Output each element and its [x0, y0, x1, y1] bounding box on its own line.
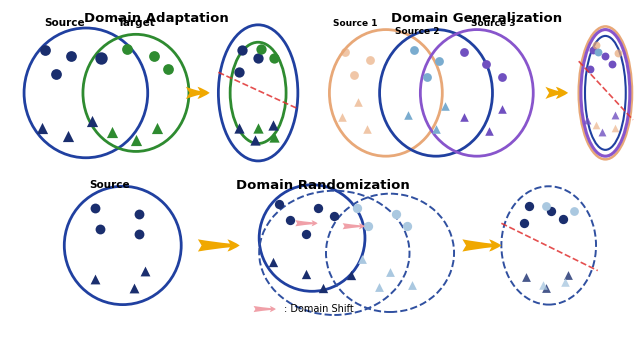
Point [256, 46, 266, 51]
Point [152, 125, 162, 130]
Point [547, 209, 557, 214]
Point [431, 127, 441, 132]
Point [329, 213, 339, 219]
Point [134, 231, 145, 236]
Point [610, 112, 620, 118]
Point [584, 66, 595, 72]
Text: Source: Source [90, 180, 130, 190]
Point [268, 259, 278, 265]
Point [385, 269, 395, 275]
Point [131, 138, 141, 143]
Point [541, 203, 551, 208]
Point [390, 212, 401, 217]
Point [269, 55, 280, 61]
Point [357, 256, 367, 261]
Point [163, 66, 173, 72]
Text: Source 1: Source 1 [333, 19, 377, 29]
Point [518, 221, 529, 226]
Point [407, 283, 417, 288]
Point [351, 206, 362, 211]
Point [459, 114, 469, 119]
Point [312, 206, 323, 211]
Point [440, 103, 451, 108]
Point [90, 277, 100, 282]
Point [581, 117, 591, 122]
Point [560, 280, 570, 285]
Point [95, 55, 106, 61]
Point [285, 217, 295, 223]
Point [108, 130, 118, 135]
Point [318, 286, 328, 291]
Point [484, 128, 495, 133]
Point [541, 286, 551, 291]
Point [422, 74, 432, 80]
Point [591, 122, 601, 127]
Point [253, 125, 263, 130]
Point [337, 114, 347, 119]
Point [409, 47, 419, 53]
Point [353, 100, 363, 105]
Text: Source 2: Source 2 [396, 27, 440, 36]
Point [403, 112, 413, 118]
Point [591, 43, 601, 48]
Point [374, 284, 384, 290]
Point [268, 122, 278, 127]
Point [563, 272, 573, 278]
Point [522, 274, 532, 279]
Point [613, 51, 623, 56]
Point [301, 271, 312, 276]
Point [51, 71, 61, 77]
Point [148, 54, 159, 59]
Text: Target: Target [118, 19, 156, 29]
Text: Source: Source [45, 19, 85, 29]
Text: Domain Adaptation: Domain Adaptation [84, 12, 229, 25]
Point [253, 55, 263, 61]
Point [66, 54, 76, 59]
Point [234, 125, 244, 130]
Point [273, 201, 284, 207]
Point [524, 203, 534, 208]
Point [362, 127, 372, 132]
Point [481, 62, 492, 67]
Text: Domain Randomization: Domain Randomization [236, 179, 410, 192]
Point [600, 54, 611, 59]
Point [63, 133, 74, 138]
Point [538, 283, 548, 288]
Point [607, 62, 617, 67]
Point [140, 268, 150, 273]
Point [86, 119, 97, 124]
Point [301, 231, 312, 236]
Point [129, 286, 139, 291]
Point [250, 138, 260, 143]
Point [588, 47, 598, 53]
Point [134, 212, 145, 217]
Point [434, 58, 444, 64]
Point [349, 73, 360, 78]
Point [269, 135, 280, 140]
Point [593, 49, 603, 54]
Point [234, 69, 244, 75]
Point [36, 125, 47, 130]
Text: Source 3: Source 3 [470, 19, 515, 29]
Point [568, 209, 579, 214]
Point [597, 130, 607, 135]
Point [95, 226, 106, 232]
Point [365, 57, 375, 62]
Point [90, 206, 100, 211]
Text: Domain Generalization: Domain Generalization [391, 12, 563, 25]
Point [340, 49, 350, 54]
Point [363, 224, 373, 229]
Point [497, 74, 507, 80]
Point [237, 47, 247, 53]
Point [557, 216, 568, 222]
Point [122, 46, 132, 51]
Point [40, 47, 50, 53]
Point [459, 49, 469, 54]
Text: : Domain Shift: : Domain Shift [284, 304, 354, 314]
Point [346, 272, 356, 278]
Point [497, 106, 507, 111]
Point [610, 125, 620, 130]
Point [402, 224, 412, 229]
